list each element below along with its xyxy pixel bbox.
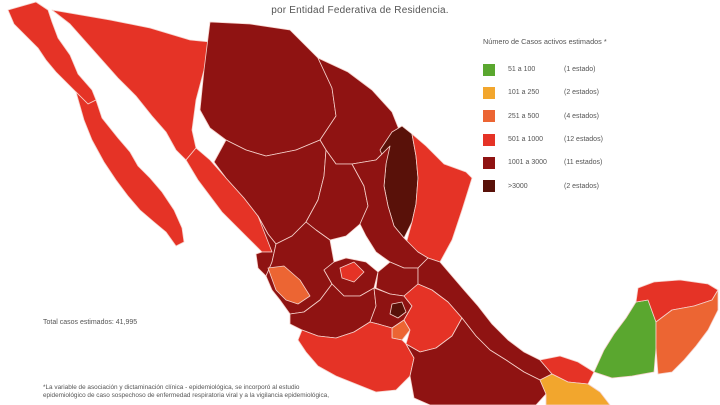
legend-swatch-yellow [483, 86, 495, 99]
legend-swatch-darkest [483, 180, 495, 193]
state-colima [267, 265, 311, 305]
legend-swatch-darkred [483, 156, 495, 169]
footnote-line: epidemiológico de caso sospechoso de enf… [43, 392, 329, 400]
legend-count: (11 estados) [564, 159, 603, 167]
legend-range: 251 a 500 [508, 112, 540, 120]
total-cases-label: Total casos estimados: 41,995 [43, 319, 138, 326]
state-chiapas [539, 373, 611, 405]
state-nayarit [255, 215, 277, 277]
legend-item: 101 a 250 (2 estados) [483, 81, 715, 104]
map-legend: Número de Casos activos estimados * 51 a… [483, 37, 715, 198]
state-chihuahua [199, 21, 337, 157]
map-subtitle: por Entidad Federativa de Residencia. [271, 5, 449, 16]
state-queretaro [339, 261, 365, 283]
legend-item: 51 a 100 (1 estado) [483, 58, 715, 81]
state-campeche [593, 299, 657, 379]
legend-range: 101 a 250 [508, 89, 540, 97]
footnote: *La variable de asociación y dictaminaci… [43, 384, 403, 401]
state-oaxaca [405, 317, 547, 405]
state-baja-california-sur [75, 91, 185, 247]
legend-title: Número de Casos activos estimados * [483, 37, 607, 46]
legend-count: (4 estados) [564, 112, 600, 120]
legend-range: 501 a 1000 [508, 136, 544, 144]
legend-count: (1 estado) [564, 66, 596, 74]
legend-item: 251 a 500 (4 estados) [483, 105, 715, 128]
legend-count: (12 estados) [564, 136, 603, 144]
legend-item: >3000 (2 estados) [483, 174, 715, 197]
state-quintana-roo [655, 289, 719, 375]
legend-range: >3000 [508, 182, 528, 190]
state-ciudad-de-mexico [389, 301, 407, 319]
footnote-line: *La variable de asociación y dictaminaci… [43, 384, 300, 391]
legend-count: (2 estados) [564, 182, 600, 190]
legend-range: 51 a 100 [508, 66, 536, 74]
legend-swatch-red [483, 133, 495, 146]
legend-swatch-green [483, 63, 495, 76]
legend-count: (2 estados) [564, 89, 600, 97]
legend-swatch-orange [483, 110, 495, 123]
legend-range: 1001 a 3000 [508, 159, 547, 167]
legend-item: 501 a 1000 (12 estados) [483, 128, 715, 151]
legend-item: 1001 a 3000 (11 estados) [483, 151, 715, 174]
